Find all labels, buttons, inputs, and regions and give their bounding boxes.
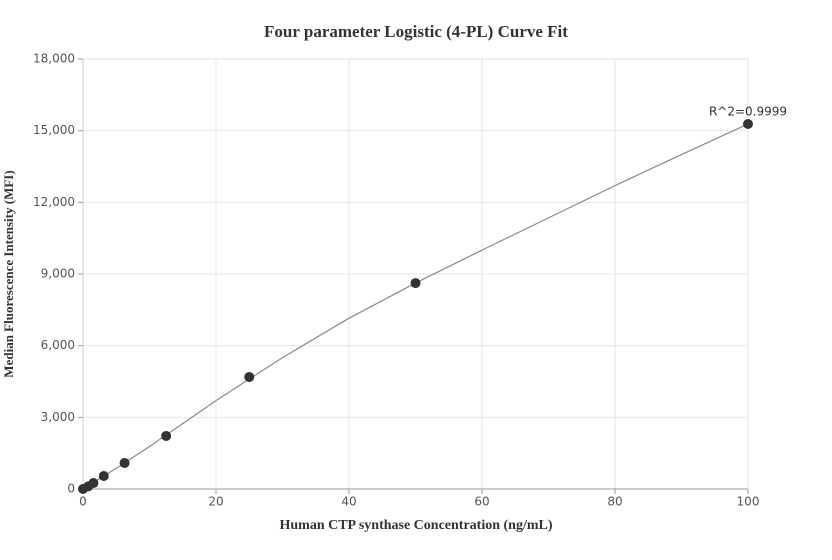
- x-tick-label: 0: [79, 495, 87, 509]
- data-point: [119, 457, 130, 468]
- data-point: [98, 470, 109, 481]
- x-tick-label: 80: [607, 495, 622, 509]
- x-tick-label: 40: [341, 495, 356, 509]
- y-tick-label: 3,000: [41, 410, 75, 424]
- x-tick-label: 100: [737, 495, 760, 509]
- y-tick-label: 0: [67, 482, 75, 496]
- data-point: [161, 430, 172, 441]
- chart-title: Four parameter Logistic (4-PL) Curve Fit: [264, 22, 568, 41]
- y-tick-label: 6,000: [41, 338, 75, 352]
- x-tick-label: 60: [474, 495, 489, 509]
- y-tick-label: 12,000: [33, 195, 75, 209]
- data-point: [88, 478, 99, 489]
- y-tick-label: 15,000: [33, 123, 75, 137]
- annotation: R^2=0.9999: [709, 104, 787, 118]
- y-tick-label: 18,000: [33, 52, 75, 66]
- data-point: [410, 278, 421, 289]
- x-tick-label: 20: [208, 495, 223, 509]
- fit-curve: [82, 123, 749, 490]
- x-axis-label: Human CTP synthase Concentration (ng/mL): [279, 518, 552, 533]
- data-point: [743, 118, 753, 129]
- y-tick-label: 9,000: [41, 267, 75, 281]
- y-axis-label: Median Fluorescence Intensity (MFI): [1, 170, 16, 377]
- data-point: [244, 371, 255, 382]
